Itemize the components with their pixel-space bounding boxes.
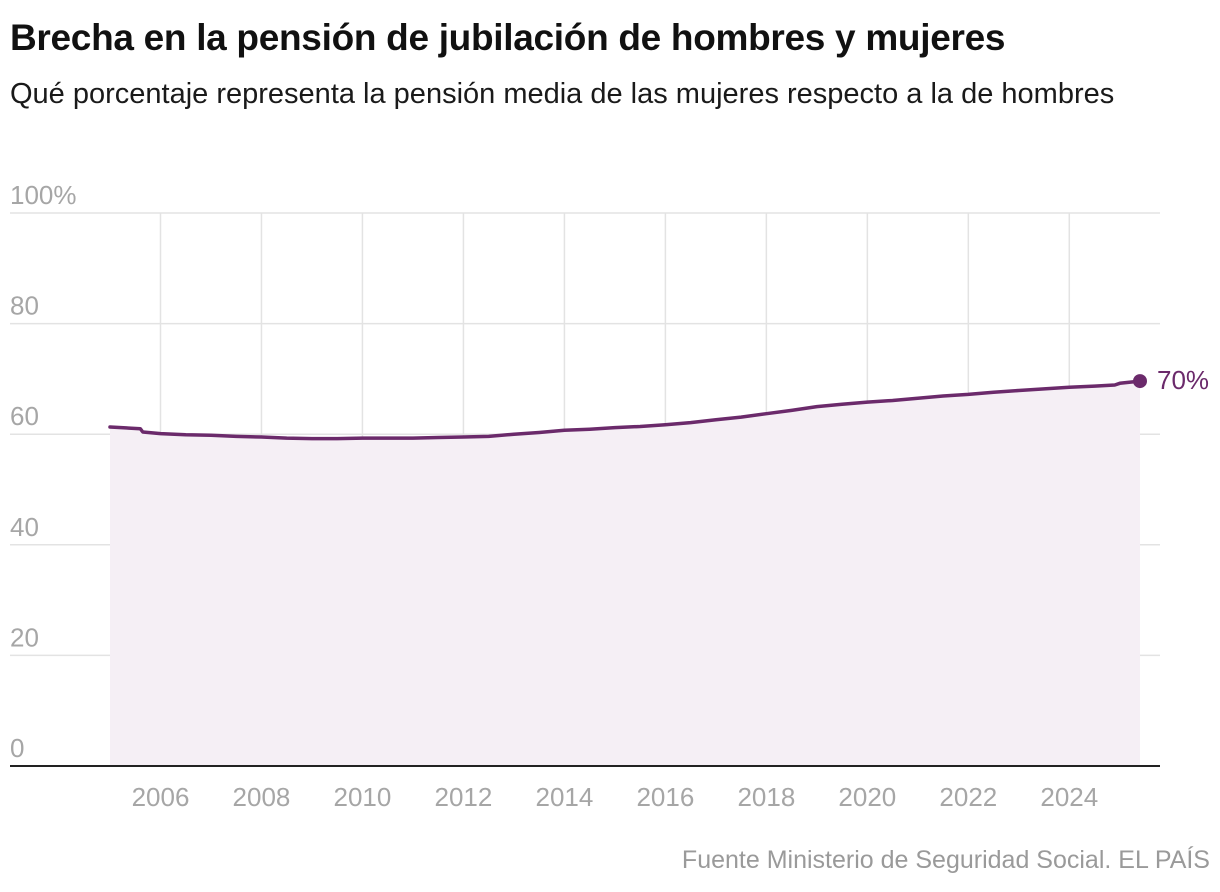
area-fill-group — [110, 381, 1140, 766]
x-tick-label: 2014 — [535, 782, 593, 812]
x-tick-label: 2018 — [737, 782, 795, 812]
y-tick-label: 60 — [10, 401, 39, 431]
y-tick-label: 0 — [10, 733, 24, 763]
y-tick-label: 40 — [10, 512, 39, 542]
y-tick-label: 80 — [10, 291, 39, 321]
x-tick-label: 2016 — [636, 782, 694, 812]
y-tick-label: 20 — [10, 622, 39, 652]
x-tick-label: 2020 — [838, 782, 896, 812]
x-tick-label: 2006 — [132, 782, 190, 812]
chart-subtitle: Qué porcentaje representa la pensión med… — [10, 78, 1115, 110]
end-value-label: 70% — [1157, 365, 1209, 395]
annotations: 70% — [1133, 365, 1209, 395]
chart-title: Brecha en la pensión de jubilación de ho… — [10, 17, 1006, 58]
x-tick-label: 2010 — [334, 782, 392, 812]
series-line — [108, 379, 1142, 441]
series-area — [110, 381, 1140, 766]
tick-labels: 0 20 40 60 80 100% 2006 2008 2010 2012 2014 2016 201… — [10, 180, 1098, 812]
x-tick-label: 2024 — [1040, 782, 1098, 812]
x-tick-label: 2012 — [435, 782, 493, 812]
end-point-marker — [1133, 374, 1147, 389]
y-tick-label: 100% — [10, 180, 77, 210]
series-line-group — [108, 379, 1142, 441]
x-tick-label: 2022 — [939, 782, 997, 812]
x-tick-label: 2008 — [233, 782, 291, 812]
source-note: Fuente Ministerio de Seguridad Social. E… — [681, 846, 1210, 874]
